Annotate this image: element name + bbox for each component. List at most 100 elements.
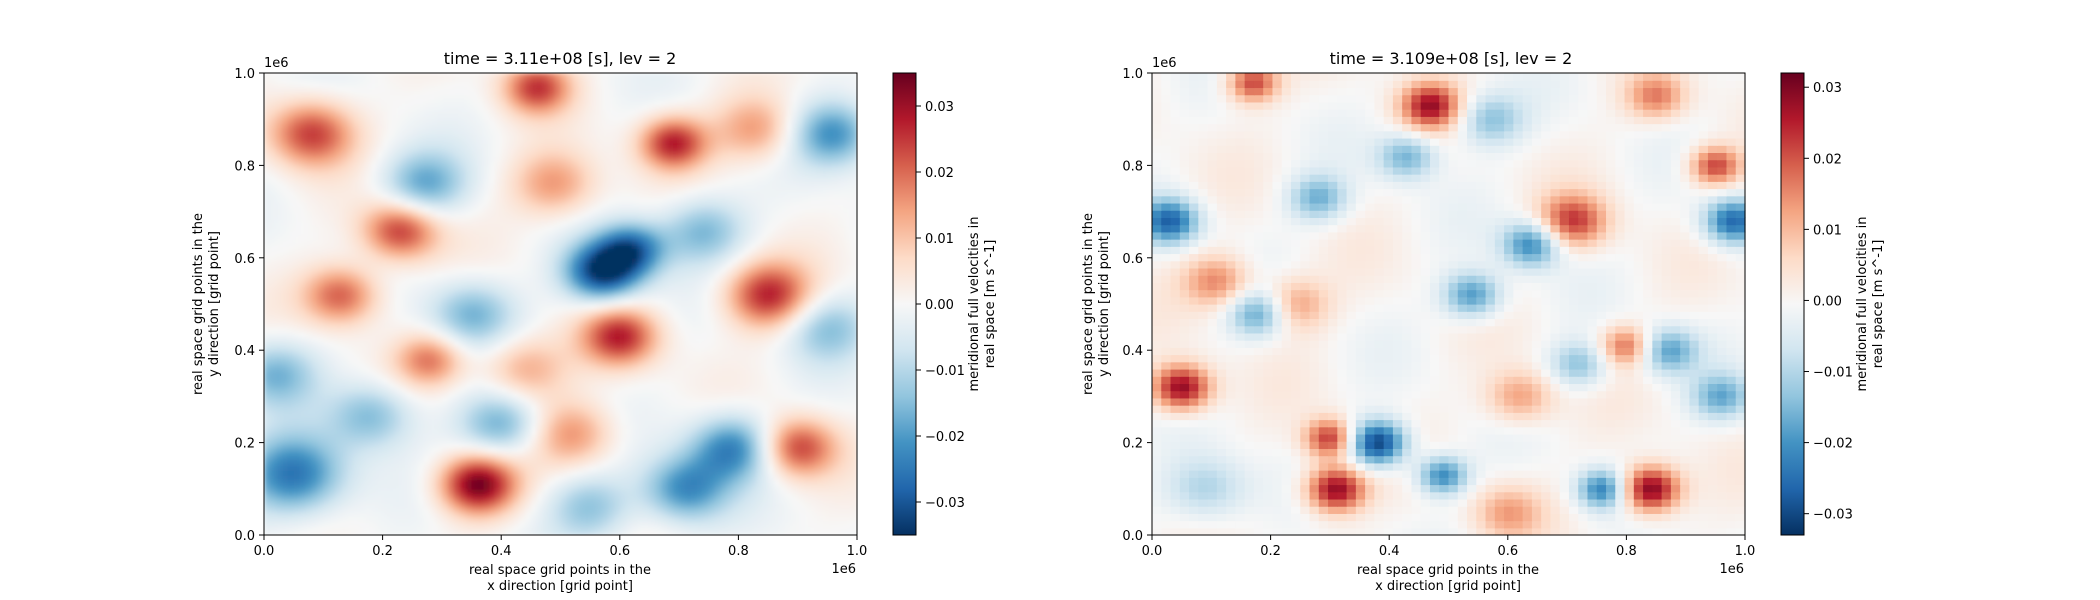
heatmap-cell	[341, 373, 348, 379]
heatmap-cell	[358, 401, 366, 407]
heatmap-cell	[708, 304, 716, 310]
heatmap-cell	[637, 387, 645, 393]
heatmap-cell	[827, 447, 834, 453]
heatmap-cell	[341, 484, 348, 490]
heatmap-cell	[275, 410, 283, 416]
heatmap-cell	[536, 525, 544, 531]
heatmap-cell	[424, 521, 431, 527]
heatmap-cell	[572, 451, 579, 458]
heatmap-cell	[495, 465, 502, 471]
heatmap-cell	[311, 304, 318, 310]
heatmap-cell	[400, 414, 407, 421]
heatmap-cell	[631, 419, 639, 425]
heatmap-cell	[477, 313, 485, 319]
heatmap-cell	[815, 493, 823, 499]
heatmap-cell	[661, 451, 668, 458]
heatmap-cell	[275, 368, 283, 374]
heatmap-cell	[447, 322, 455, 328]
heatmap-cell	[281, 447, 289, 453]
heatmap-cell	[714, 525, 722, 531]
heatmap-cell	[714, 354, 722, 361]
heatmap-cell	[518, 474, 526, 481]
heatmap-cell	[341, 336, 348, 342]
heatmap-cell	[845, 516, 852, 522]
heatmap-cell	[317, 484, 324, 490]
heatmap-cell	[388, 414, 396, 421]
heatmap-cell	[323, 308, 330, 314]
heatmap-cell	[501, 525, 508, 531]
heatmap-cell	[803, 359, 811, 365]
heatmap-cell	[815, 382, 823, 388]
heatmap-cell	[441, 391, 449, 397]
heatmap-cell	[358, 313, 366, 319]
heatmap-cell	[352, 340, 360, 347]
heatmap-cell	[269, 530, 277, 535]
heatmap-cell	[347, 387, 354, 393]
heatmap-cell	[714, 401, 722, 407]
heatmap-cell	[720, 308, 728, 314]
heatmap-cell	[453, 396, 461, 402]
heatmap-cell	[625, 437, 633, 444]
heatmap-cell	[489, 414, 496, 421]
heatmap-cell	[358, 530, 366, 535]
heatmap-cell	[661, 488, 668, 495]
heatmap-cell	[702, 368, 710, 374]
heatmap-cell	[275, 484, 283, 490]
heatmap-cell	[602, 437, 609, 444]
heatmap-cell	[584, 525, 591, 531]
heatmap-cell	[329, 442, 336, 448]
heatmap-cell	[821, 313, 828, 319]
heatmap-cell	[441, 433, 449, 439]
heatmap-cell	[418, 401, 425, 407]
heatmap-cell	[839, 322, 846, 328]
heatmap-cell	[507, 336, 514, 342]
heatmap-cell	[518, 405, 526, 411]
heatmap-cell	[489, 340, 496, 347]
heatmap-cell	[341, 433, 348, 439]
heatmap-cell	[305, 382, 313, 388]
heatmap-cell	[566, 424, 573, 430]
heatmap-cell	[696, 433, 704, 439]
heatmap-cell	[673, 340, 680, 347]
heatmap-cell	[797, 424, 805, 430]
heatmap-cell	[845, 345, 852, 351]
heatmap-cell	[548, 322, 556, 328]
heatmap-cell	[513, 451, 520, 458]
heatmap-cell	[382, 484, 390, 490]
heatmap-cell	[779, 317, 787, 324]
heatmap-cell	[845, 387, 852, 393]
heatmap-cell	[720, 433, 728, 439]
heatmap-cell	[643, 521, 651, 527]
heatmap-cell	[560, 405, 568, 411]
heatmap-cell	[732, 364, 739, 370]
heatmap-cell	[430, 465, 437, 471]
heatmap-cell	[625, 516, 633, 522]
heatmap-cell	[287, 405, 295, 411]
heatmap-cell	[714, 461, 722, 467]
heatmap-cell	[477, 396, 485, 402]
heatmap-cell	[696, 516, 704, 522]
heatmap-cell	[613, 498, 621, 504]
heatmap-cell	[619, 331, 627, 337]
heatmap-cell	[275, 414, 283, 421]
heatmap-cell	[376, 461, 384, 467]
heatmap-cell	[400, 433, 407, 439]
heatmap-cell	[364, 340, 372, 347]
heatmap-cell	[269, 364, 277, 370]
heatmap-cell	[430, 437, 437, 444]
heatmap-cell	[418, 327, 425, 333]
heatmap-cell	[489, 511, 496, 518]
heatmap-cell	[839, 317, 846, 324]
heatmap-cell	[477, 442, 485, 448]
heatmap-cell	[625, 479, 633, 485]
heatmap-cell	[744, 521, 751, 527]
heatmap-cell	[750, 456, 757, 462]
heatmap-cell	[619, 313, 627, 319]
heatmap-cell	[732, 474, 739, 481]
heatmap-cell	[370, 331, 378, 337]
heatmap-cell	[821, 428, 828, 434]
heatmap-cell	[376, 433, 384, 439]
heatmap-cell	[845, 474, 852, 481]
heatmap-cell	[702, 331, 710, 337]
heatmap-cell	[756, 479, 763, 485]
